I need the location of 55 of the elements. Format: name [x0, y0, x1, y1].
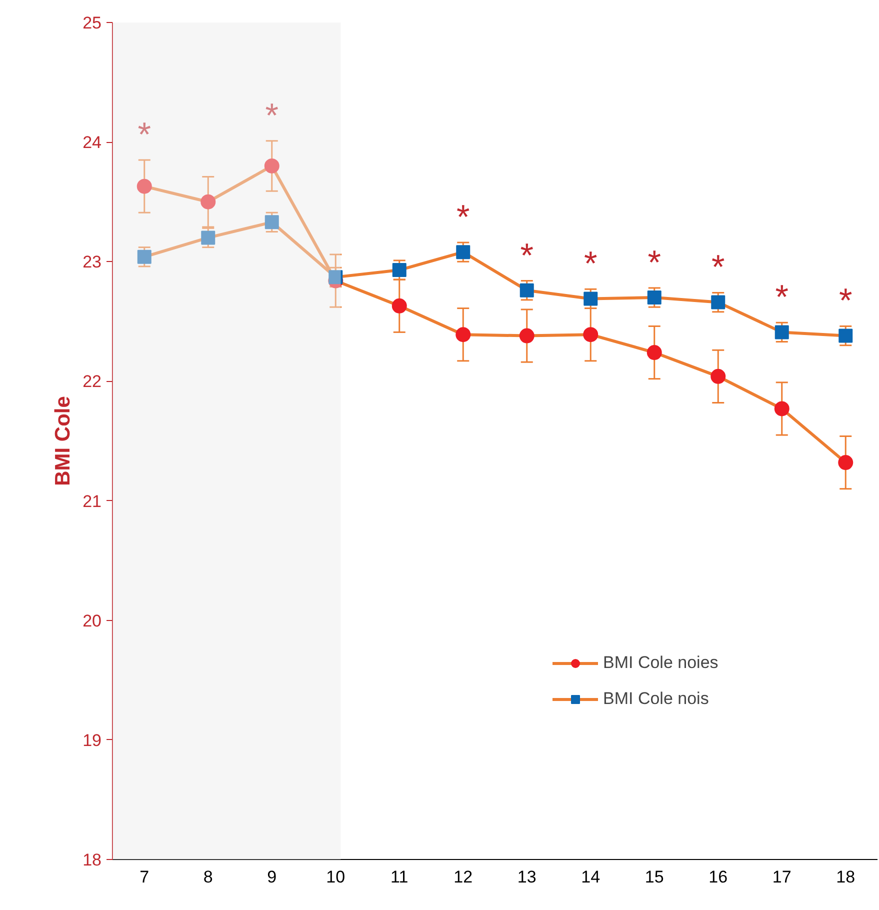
point — [392, 263, 406, 278]
point — [264, 215, 279, 230]
point — [710, 368, 726, 384]
x-tick-label: 7 — [140, 868, 150, 886]
point — [456, 245, 470, 260]
data-label: * — [648, 244, 661, 282]
x-tick-label: 11 — [390, 868, 408, 886]
point — [264, 158, 280, 174]
y-tick-label: 18 — [82, 850, 102, 870]
y-tick-label: 25 — [82, 14, 102, 32]
x-tick-label: 8 — [203, 868, 213, 886]
legend-label: BMI Cole nois — [603, 689, 709, 709]
x-tick-label: 13 — [517, 868, 536, 886]
point — [328, 270, 343, 284]
point — [711, 295, 726, 310]
point — [647, 290, 662, 305]
point — [200, 194, 216, 210]
y-tick-label: 24 — [82, 133, 102, 152]
data-label: * — [775, 278, 788, 317]
point — [774, 325, 789, 340]
point — [838, 328, 853, 343]
point — [456, 327, 471, 342]
x-tick-label: 10 — [326, 868, 346, 886]
x-tick-label: 9 — [267, 868, 277, 886]
point — [584, 292, 598, 306]
y-tick-label: 20 — [82, 611, 102, 630]
point — [774, 401, 790, 416]
x-tick-label: 12 — [454, 868, 473, 886]
data-label: * — [839, 282, 852, 320]
point — [136, 178, 152, 194]
data-label: * — [265, 96, 278, 135]
x-tick-label: 17 — [772, 868, 792, 886]
x-tick-label: 14 — [581, 868, 600, 886]
point — [392, 298, 407, 314]
point — [520, 283, 534, 298]
data-label: * — [138, 116, 151, 154]
point — [838, 455, 854, 470]
x-tick-label: 15 — [644, 868, 664, 886]
point — [201, 230, 216, 245]
data-label: * — [712, 248, 725, 287]
y-tick-label: 21 — [82, 492, 102, 511]
data-label: * — [456, 198, 470, 237]
data-label: * — [520, 236, 534, 275]
y-axis-title: BMI Cole — [52, 396, 75, 486]
point — [519, 328, 534, 344]
data-label: * — [584, 245, 598, 284]
x-tick-label: 16 — [708, 868, 728, 886]
point — [646, 345, 662, 360]
point — [583, 327, 598, 342]
y-tick-label: 19 — [82, 730, 102, 750]
y-tick-label: 22 — [82, 372, 102, 392]
x-tick-label: 18 — [836, 868, 856, 886]
legend-label: BMI Cole noies — [603, 653, 718, 673]
point — [137, 250, 152, 264]
y-tick-label: 23 — [82, 252, 102, 272]
